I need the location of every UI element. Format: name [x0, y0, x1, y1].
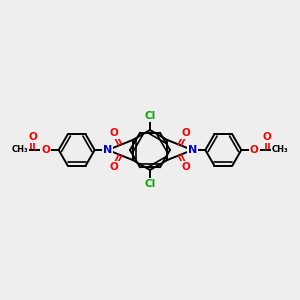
- Text: O: O: [263, 132, 272, 142]
- Text: O: O: [110, 128, 119, 138]
- Text: N: N: [103, 145, 112, 155]
- Text: O: O: [41, 145, 50, 155]
- Text: O: O: [28, 132, 37, 142]
- Text: N: N: [188, 145, 197, 155]
- Text: CH₃: CH₃: [11, 146, 28, 154]
- Text: O: O: [181, 128, 190, 138]
- Text: Cl: Cl: [144, 111, 156, 121]
- Text: Cl: Cl: [144, 179, 156, 189]
- Text: O: O: [110, 162, 119, 172]
- Text: CH₃: CH₃: [272, 146, 289, 154]
- Text: O: O: [181, 162, 190, 172]
- Text: O: O: [250, 145, 259, 155]
